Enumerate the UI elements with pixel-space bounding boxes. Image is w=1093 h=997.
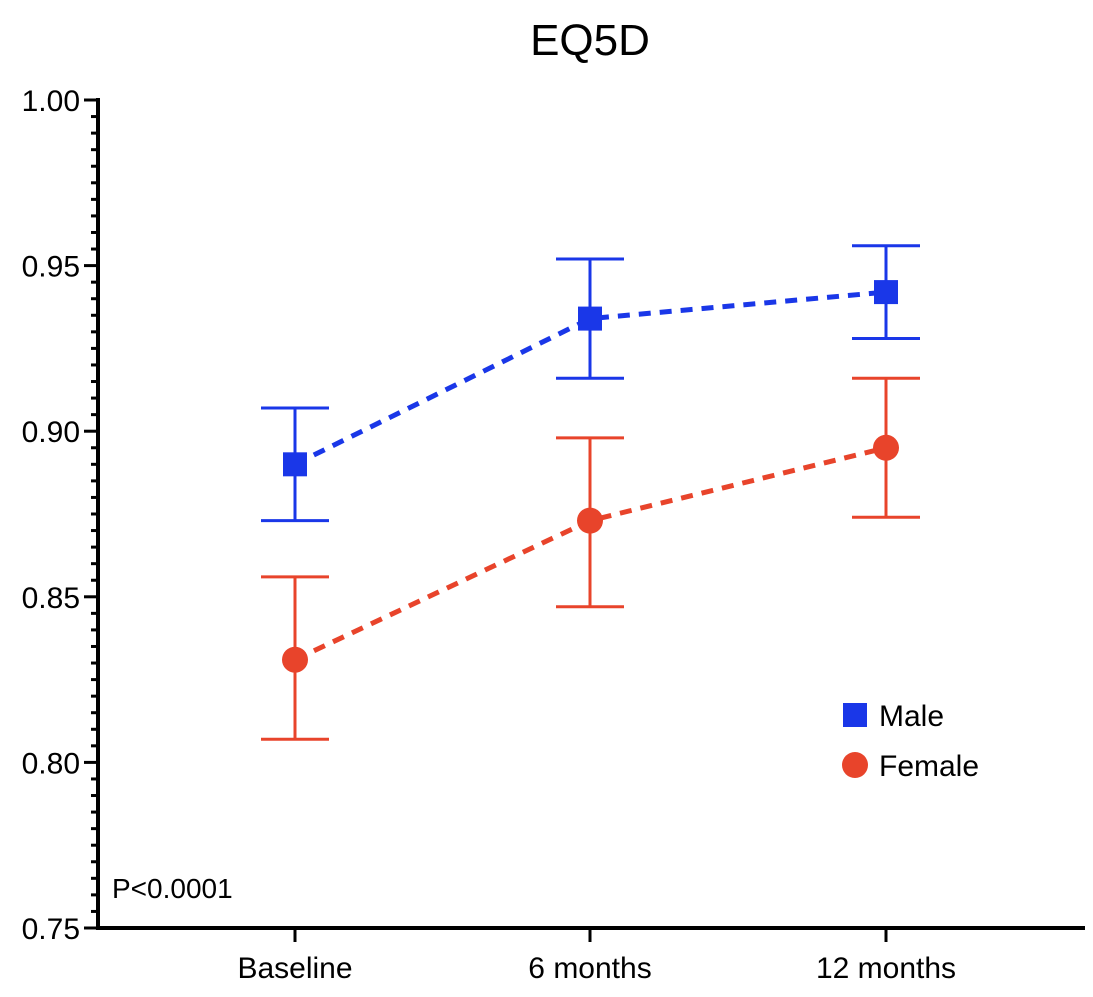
legend-male-label: Male	[879, 700, 944, 733]
y-tick-label: 0.80	[22, 747, 80, 780]
male-point	[578, 306, 602, 331]
x-tick-label: 12 months	[816, 952, 956, 985]
legend-female-label: Female	[879, 750, 979, 783]
series-layer	[261, 244, 920, 741]
y-tick-label: 0.90	[22, 416, 80, 449]
y-tick-label: 0.95	[22, 251, 80, 284]
female-point	[873, 434, 899, 461]
male-point	[874, 280, 898, 305]
p-value-annotation: P<0.0001	[112, 873, 233, 904]
legend-female-marker	[842, 752, 868, 778]
male-line	[293, 289, 887, 467]
female-point	[282, 646, 308, 673]
series-male	[261, 244, 920, 523]
x-tick-label: 6 months	[528, 952, 651, 985]
y-tick-label: 0.75	[22, 913, 80, 946]
axes: 1.00 0.95 0.90 0.85 0.80 0.75 Baseline 6 months…	[22, 85, 1085, 985]
series-female	[261, 376, 920, 741]
y-tick-label: 0.85	[22, 582, 80, 615]
x-tick-label: Baseline	[237, 952, 352, 985]
male-point	[283, 452, 307, 477]
legend-male-marker	[843, 703, 867, 727]
chart-title: EQ5D	[530, 16, 650, 65]
y-tick-label: 1.00	[22, 85, 80, 118]
legend: Male Female	[842, 700, 979, 783]
female-point	[577, 507, 603, 534]
